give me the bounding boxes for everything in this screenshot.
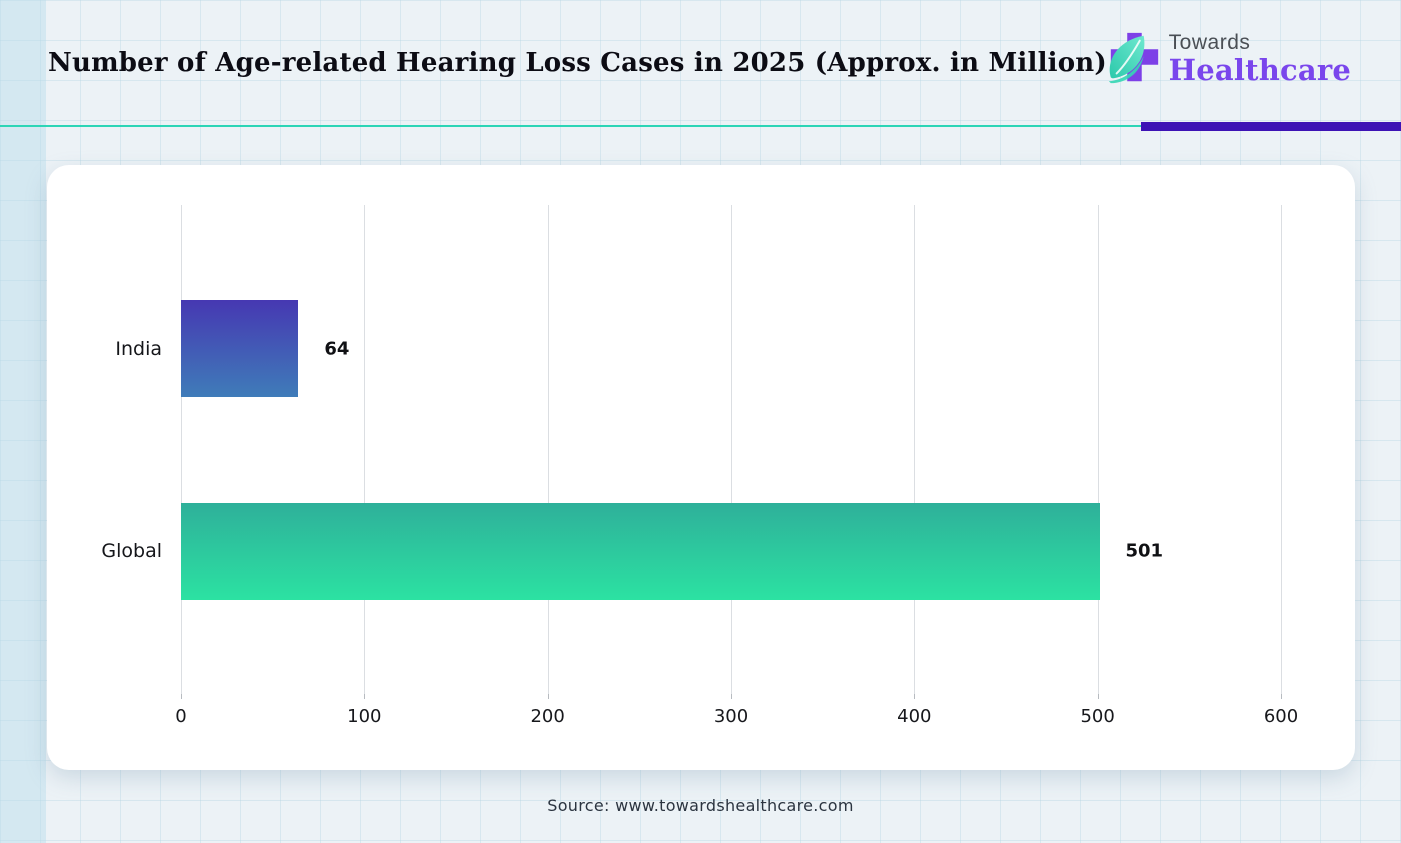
brand-name-towards: Towards bbox=[1168, 30, 1251, 54]
gridline-0 bbox=[181, 205, 182, 694]
tickmark-500 bbox=[1097, 694, 1099, 699]
bar-global bbox=[181, 502, 1100, 600]
tickmark-200 bbox=[547, 694, 549, 699]
x-axis-label-0: 0 bbox=[175, 706, 187, 727]
tickmark-600 bbox=[1281, 694, 1282, 699]
gridline-400 bbox=[914, 205, 916, 694]
brand-logo: Towards Healthcare bbox=[1105, 26, 1351, 90]
x-axis-label-600: 600 bbox=[1263, 706, 1299, 727]
tickmark-100 bbox=[364, 694, 366, 699]
x-axis-label-200: 200 bbox=[530, 706, 565, 727]
bar-chart-plot: 0 100 200 300 400 500 600 India 64 Global 501 bbox=[101, 205, 1298, 727]
header: Number of Age-related Hearing Loss Cases… bbox=[0, 0, 1401, 125]
chart-card: 0 100 200 300 400 500 600 India 64 Global 501 bbox=[47, 165, 1355, 770]
source-footer: Source: www.towardshealthcare.com bbox=[0, 796, 1401, 815]
x-axis-label-400: 400 bbox=[897, 706, 932, 727]
value-label-india: 64 bbox=[324, 338, 350, 360]
chart-title: Number of Age-related Hearing Loss Cases… bbox=[48, 48, 1107, 78]
category-label-india: India bbox=[115, 337, 162, 360]
source-text: Source: www.towardshealthcare.com bbox=[547, 796, 854, 815]
gridline-500 bbox=[1097, 205, 1099, 694]
bar-india bbox=[181, 300, 299, 398]
x-axis-label-500: 500 bbox=[1080, 706, 1115, 727]
category-label-global: Global bbox=[101, 540, 162, 563]
x-axis-label-300: 300 bbox=[713, 706, 749, 727]
cross-with-leaf-icon bbox=[1108, 32, 1158, 84]
gridline-600 bbox=[1281, 205, 1282, 694]
gridline-100 bbox=[364, 205, 366, 694]
x-axis-label-100: 100 bbox=[347, 706, 382, 727]
value-label-global: 501 bbox=[1125, 540, 1164, 562]
brand-name-healthcare: Healthcare bbox=[1168, 52, 1351, 87]
background-left-strip bbox=[0, 0, 46, 843]
gridline-300 bbox=[731, 205, 732, 694]
tickmark-0 bbox=[181, 694, 182, 699]
divider-purple-bar bbox=[1141, 122, 1401, 131]
divider-teal-line bbox=[0, 125, 1401, 127]
gridline-200 bbox=[547, 205, 549, 694]
tickmark-300 bbox=[731, 694, 732, 699]
tickmark-400 bbox=[914, 694, 916, 699]
brand-logo-text: Towards Healthcare bbox=[1169, 32, 1351, 85]
